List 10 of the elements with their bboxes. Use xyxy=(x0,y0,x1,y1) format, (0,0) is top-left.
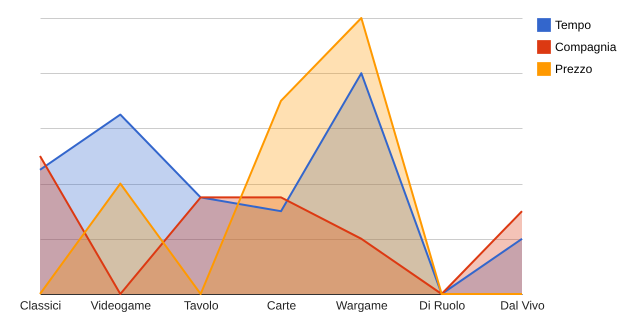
x-tick-label: Dal Vivo xyxy=(500,298,546,312)
x-tick-label: Carte xyxy=(266,298,296,312)
x-tick-label: Tavolo xyxy=(184,298,219,312)
legend-label: Prezzo xyxy=(555,62,593,76)
legend-label: Tempo xyxy=(555,18,592,32)
x-tick-label: Wargame xyxy=(336,298,388,312)
legend-label: Compagnia xyxy=(555,40,617,54)
x-tick-label: Videogame xyxy=(90,298,152,312)
x-tick-label: Classici xyxy=(20,298,62,312)
x-tick-label: Di Ruolo xyxy=(419,298,466,312)
